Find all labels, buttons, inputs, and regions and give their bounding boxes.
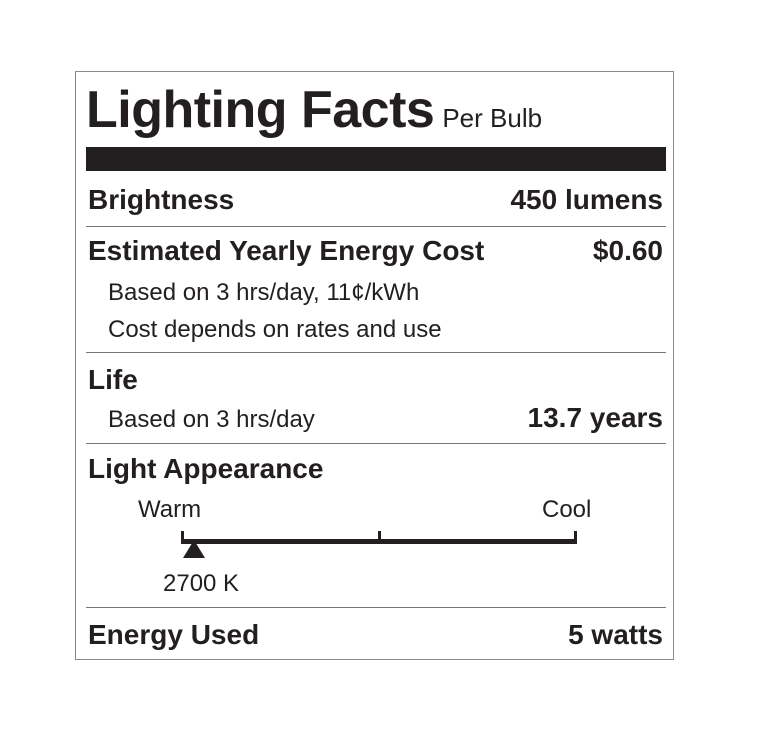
cool-label: Cool xyxy=(542,496,592,523)
divider xyxy=(86,443,666,444)
label-subtitle: Per Bulb xyxy=(442,103,543,133)
life-row: Life xyxy=(88,364,663,396)
scale-tick-mid xyxy=(378,531,381,544)
scale-tick-warm xyxy=(181,531,184,544)
light-appearance-label: Light Appearance xyxy=(88,453,324,484)
title-rule xyxy=(86,147,666,171)
triangle-marker-icon xyxy=(182,540,205,558)
life-note: Based on 3 hrs/day xyxy=(108,406,315,433)
life-label: Life xyxy=(88,364,138,395)
light-appearance-row: Light Appearance xyxy=(88,453,663,485)
energy-cost-label: Estimated Yearly Energy Cost xyxy=(88,235,485,266)
energy-used-label: Energy Used xyxy=(88,619,260,650)
energy-used-value: 5 watts xyxy=(568,619,663,650)
energy-cost-note-rates: Cost depends on rates and use xyxy=(108,316,442,343)
brightness-value: 450 lumens xyxy=(510,184,663,215)
energy-cost-note-rate: Based on 3 hrs/day, 11¢/kWh xyxy=(108,279,420,306)
energy-cost-value: $0.60 xyxy=(592,235,663,266)
label-title: Lighting Facts Per Bulb xyxy=(86,81,543,139)
energy-cost-row: Estimated Yearly Energy Cost $0.60 xyxy=(88,235,663,267)
brightness-row: Brightness 450 lumens xyxy=(88,184,663,216)
energy-used-row: Energy Used 5 watts xyxy=(88,619,663,651)
brightness-label: Brightness xyxy=(88,184,235,215)
lighting-facts-label: Lighting Facts Per Bulb Brightness 450 lu… xyxy=(75,71,674,660)
divider xyxy=(86,607,666,608)
life-value: 13.7 years xyxy=(527,402,663,433)
life-detail-row: Based on 3 hrs/day 13.7 years xyxy=(88,402,663,434)
scale-tick-cool xyxy=(574,531,577,544)
divider xyxy=(86,352,666,353)
warm-label: Warm xyxy=(138,496,202,523)
color-temperature-value: 2700 K xyxy=(163,570,240,597)
divider xyxy=(86,226,666,227)
